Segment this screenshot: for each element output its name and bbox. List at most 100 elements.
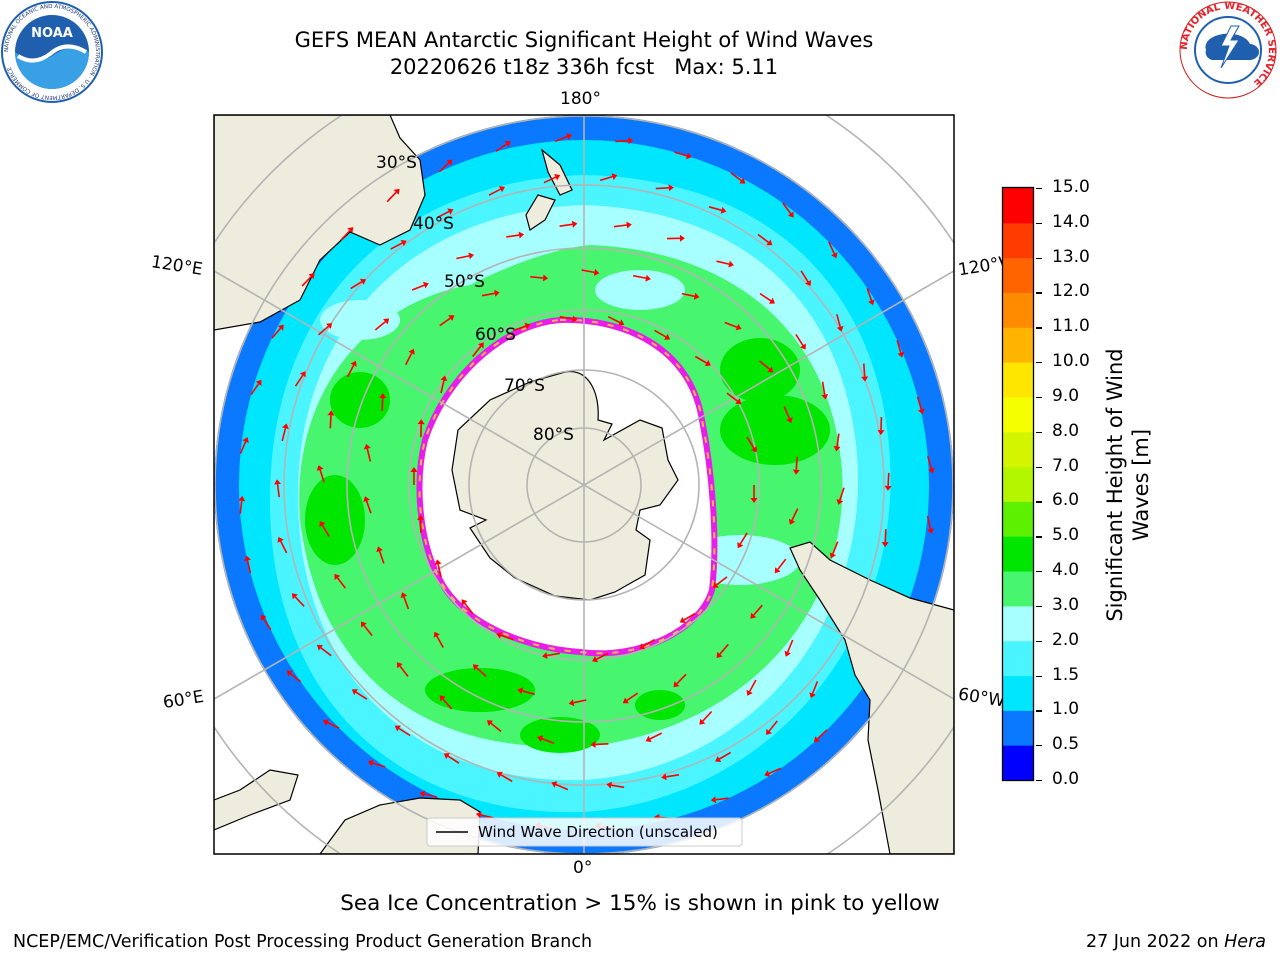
colorbar-segment — [1003, 640, 1033, 677]
lat-label-70s: 70°S — [504, 376, 545, 396]
wave-direction-arrow — [439, 317, 451, 327]
colorbar-tick-mark — [1036, 745, 1042, 747]
wave-direction-arrow — [666, 774, 680, 778]
wave-direction-arrowhead — [319, 521, 326, 528]
wave-direction-arrowhead — [363, 443, 371, 450]
wave-direction-arrow — [500, 634, 514, 641]
colorbar-tick-mark — [1036, 327, 1042, 329]
wave-direction-arrow — [327, 721, 340, 729]
wave-direction-arrowhead — [766, 239, 773, 246]
colorbar-tick-mark — [1036, 605, 1042, 608]
lat-label-40s: 40°S — [413, 214, 454, 234]
wave-direction-arrow — [372, 762, 386, 768]
wave-direction-arrowhead — [447, 208, 454, 215]
wave-direction-arrow — [777, 558, 787, 570]
wave-direction-arrowhead — [645, 735, 652, 743]
wave-direction-arrow — [350, 281, 363, 290]
wave-direction-arrowhead — [417, 419, 425, 425]
colorbar-tick-mark — [1036, 710, 1042, 712]
wave-direction-arrow — [613, 224, 627, 228]
wave-direction-arrow — [559, 223, 573, 227]
wave-direction-arrowhead — [359, 278, 366, 285]
wave-direction-arrow — [782, 202, 792, 215]
wave-direction-arrowhead — [786, 417, 793, 424]
wave-direction-arrowhead — [486, 720, 493, 727]
wave-direction-arrowhead — [400, 592, 408, 599]
new-zealand-landmass — [525, 148, 573, 231]
colorbar-segment — [1003, 466, 1033, 502]
wave-direction-arrow — [821, 381, 826, 395]
legend-box — [426, 817, 743, 847]
colorbar-segment — [1003, 327, 1033, 363]
wave-direction-arrowhead — [461, 599, 468, 606]
wave-direction-arrowhead — [494, 289, 500, 297]
wave-direction-arrow — [716, 576, 728, 586]
wave-direction-arrow — [724, 321, 738, 328]
wave-direction-arrowhead — [334, 573, 341, 580]
wave-direction-arrowhead — [606, 781, 612, 789]
wave-direction-arrowhead — [735, 398, 742, 404]
colorbar-segment — [1003, 501, 1033, 537]
wave-direction-arrowhead — [750, 446, 757, 453]
wave-direction-arrowhead — [881, 542, 889, 548]
colorbar-tick-mark — [1036, 188, 1042, 190]
wave-direction-arrow — [321, 524, 330, 537]
wave-direction-arrowhead — [813, 736, 820, 743]
australia-landmass — [214, 115, 426, 331]
wave-direction-arrowhead — [472, 664, 479, 671]
wave-direction-arrowhead — [286, 670, 293, 677]
wave-direction-arrow — [365, 500, 372, 514]
wave-direction-arrowhead — [639, 643, 646, 650]
colorbar-label: Significant Height of Wind Waves [m] — [1102, 320, 1154, 650]
wave-direction-arrow — [317, 325, 329, 336]
wave-direction-arrow — [329, 415, 332, 429]
wave-direction-arrow — [866, 287, 873, 301]
wave-direction-arrow — [500, 774, 513, 783]
colorbar-segment — [1003, 605, 1033, 642]
wave-direction-arrowhead — [255, 379, 262, 386]
wave-direction-arrowhead — [805, 279, 811, 286]
wave-direction-arrowhead — [679, 234, 685, 242]
colorbar-segment — [1003, 222, 1033, 259]
wave-direction-arrowhead — [897, 351, 905, 358]
wave-direction-arrowhead — [394, 725, 401, 732]
wave-direction-arrowhead — [379, 393, 387, 399]
wave-direction-arrow — [615, 139, 629, 143]
colorbar-segment — [1003, 710, 1033, 746]
wave-direction-arrow — [887, 472, 890, 486]
colorbar-tick-mark — [1036, 362, 1042, 364]
wave-direction-arrow — [683, 612, 696, 621]
wave-direction-arrowhead — [274, 479, 281, 485]
wave-direction-arrowhead — [766, 728, 772, 735]
wave-direction-arrow — [346, 364, 355, 378]
footer-host: Hera — [1224, 932, 1266, 952]
wave-direction-arrowhead — [517, 687, 524, 695]
wave-direction-arrow — [674, 151, 688, 157]
colorbar-tick-label: 12.0 — [1052, 281, 1090, 302]
wave-direction-arrowhead — [448, 315, 455, 321]
wave-direction-arrowhead — [645, 274, 651, 282]
colorbar-tick-label: 7.0 — [1052, 455, 1080, 476]
wave-direction-arrow — [573, 699, 587, 704]
wave-direction-arrowhead — [746, 689, 753, 696]
wave-direction-arrowhead — [572, 315, 578, 323]
colorbar-tick-label: 1.0 — [1052, 699, 1080, 720]
legend-text: Wind Wave Direction (unscaled) — [478, 823, 718, 841]
wave-direction-arrowhead — [443, 753, 450, 760]
colorbar-label-line2: Waves [m] — [1129, 428, 1153, 542]
wave-direction-arrowhead — [836, 325, 844, 332]
wave-direction-arrowhead — [242, 437, 249, 444]
wave-direction-arrow — [555, 783, 569, 791]
wave-direction-arrowhead — [554, 174, 561, 181]
wave-direction-arrow — [581, 269, 595, 274]
wave-direction-arrow — [481, 292, 495, 297]
wave-direction-arrowhead — [739, 177, 746, 184]
wave-direction-arrow — [916, 396, 923, 410]
wave-direction-arrow — [836, 433, 840, 447]
wave-direction-arrow — [759, 360, 771, 370]
wave-direction-arrowhead — [551, 781, 558, 788]
wave-direction-arrowhead — [622, 697, 629, 704]
wave-direction-arrowhead — [774, 567, 781, 574]
wave-direction-arrowhead — [468, 252, 474, 260]
colorbar-tick-label: 1.5 — [1052, 664, 1080, 685]
